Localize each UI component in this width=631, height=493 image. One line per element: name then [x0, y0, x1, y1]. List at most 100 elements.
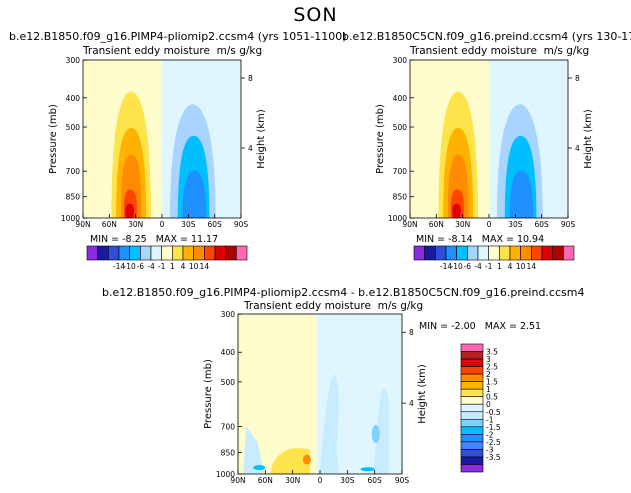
diff-contour-4	[320, 374, 340, 474]
x-tick-label: 30S	[340, 476, 355, 485]
colorbar-3-label: 0	[486, 400, 491, 409]
diff-contour-5	[374, 387, 389, 474]
colorbar-3-box	[460, 449, 484, 458]
x-tick-label: 60S	[368, 476, 383, 485]
colorbar-3-label: 3.5	[486, 348, 498, 357]
colorbar-3-box	[460, 418, 484, 428]
x-tick-label: 0	[160, 220, 165, 229]
page-title: SON	[293, 4, 338, 26]
colorbar-2-box	[531, 245, 543, 261]
y-tick-label: 850	[66, 193, 81, 202]
colorbar-1-label: -1	[158, 262, 166, 271]
panel-1-title: b.e12.B1850.f09_g16.PIMP4-pliomip2.ccsm4…	[9, 30, 347, 43]
x-tick-label: 90N	[402, 220, 417, 229]
colorbar-3-box	[460, 441, 484, 450]
colorbar-2-box	[552, 245, 564, 261]
x-tick-label: 30N	[455, 220, 470, 229]
colorbar-3-box	[460, 358, 484, 367]
y-tick-label: 850	[221, 448, 236, 457]
diff-contour-1	[242, 426, 265, 474]
colorbar-3-box	[460, 403, 484, 413]
x-tick-label: 60S	[208, 220, 223, 229]
y-tick-label: 850	[393, 193, 408, 202]
x-tick-label: 90S	[234, 220, 249, 229]
y-tick-label: 500	[393, 123, 408, 132]
colorbar-1-label: -10	[124, 262, 136, 271]
y-tick-label: 300	[66, 56, 81, 65]
colorbar-2-box	[413, 245, 425, 261]
negative-contour-3	[509, 170, 534, 218]
positive-contour-5	[125, 203, 134, 218]
colorbar-1-label: 4	[181, 262, 186, 271]
y-tick-label: 700	[221, 423, 236, 432]
colorbar-1-box	[161, 245, 173, 261]
colorbar-3-label: -2.5	[486, 438, 501, 447]
colorbar-3-box	[460, 373, 484, 382]
colorbar-2-box	[541, 245, 553, 261]
y2-tick-label: 4	[575, 144, 580, 153]
colorbar-2-box	[499, 245, 511, 261]
colorbar-1-box	[225, 245, 237, 261]
colorbar-1-label: 10	[189, 262, 199, 271]
y-tick-label: 700	[393, 167, 408, 176]
panel-1-subtitle: Transient eddy moisture m/s g/kg	[83, 45, 263, 57]
colorbar-2-box	[477, 245, 489, 261]
panel-2-fills	[410, 60, 568, 218]
panel-3-title: b.e12.B1850.f09_g16.PIMP4-pliomip2.ccsm4…	[102, 286, 585, 299]
y-tick-label: 500	[66, 123, 81, 132]
colorbar-2-label: 4	[508, 262, 513, 271]
colorbar-3-label: -3.5	[486, 453, 501, 462]
panel-2-title: b.e12.B1850C5CN.f09_g16.preind.ccsm4 (yr…	[342, 30, 631, 43]
colorbar-3-label: 3	[486, 355, 491, 364]
y-tick-label: 400	[393, 94, 408, 103]
y-tick-label: 400	[66, 94, 81, 103]
x-tick-label: 30S	[181, 220, 196, 229]
y-axis-label: Pressure (mb)	[375, 104, 386, 174]
x-tick-label: 60N	[429, 220, 444, 229]
colorbar-3-box	[460, 456, 484, 465]
y-axis-label: Pressure (mb)	[48, 104, 59, 174]
colorbar-2-label: -6	[464, 262, 472, 271]
colorbar-2-label: 10	[516, 262, 526, 271]
y-tick-label: 300	[393, 56, 408, 65]
y2-tick-label: 4	[409, 399, 414, 408]
colorbar-2-label: -4	[474, 262, 482, 271]
y-tick-label: 1000	[216, 470, 235, 479]
colorbar-3-label: -1	[486, 415, 494, 424]
colorbar-1-label: -14	[113, 262, 125, 271]
y2-axis-label: Height (km)	[583, 109, 594, 169]
panel-3-subtitle: Transient eddy moisture m/s g/kg	[244, 300, 424, 312]
colorbar-3-label: -1.5	[486, 423, 501, 432]
y-tick-label: 300	[221, 310, 236, 319]
colorbar-2-box	[488, 245, 500, 261]
colorbar-3-label: 2.5	[486, 363, 498, 372]
panel-3-minmax: MIN = -2.00 MAX = 2.51	[419, 321, 542, 332]
colorbar-3-box	[460, 351, 484, 360]
colorbar-3-box	[460, 388, 484, 398]
positive-contour-5	[452, 203, 461, 218]
y-tick-label: 1000	[388, 214, 407, 223]
colorbar-3-box	[460, 381, 484, 390]
panel-1-minmax: MIN = -8.25 MAX = 11.17	[90, 234, 219, 245]
x-tick-label: 60N	[258, 476, 273, 485]
x-tick-label: 90S	[561, 220, 576, 229]
panel-3-fills	[238, 314, 402, 474]
panel-2-minmax: MIN = -8.14 MAX = 10.94	[416, 234, 545, 245]
colorbar-2-box	[509, 245, 521, 261]
colorbar-1-box	[150, 245, 162, 261]
colorbar-1-box	[108, 245, 120, 261]
colorbar-2-label: -1	[485, 262, 493, 271]
colorbar-1-label: 1	[170, 262, 175, 271]
colorbar-1-box	[214, 245, 226, 261]
colorbar-1-label: -6	[137, 262, 145, 271]
x-tick-label: 90N	[230, 476, 245, 485]
colorbar-2-box	[424, 245, 436, 261]
colorbar-2-box	[445, 245, 457, 261]
colorbar-1-label: 14	[200, 262, 210, 271]
colorbar-3-label: 2	[486, 370, 491, 379]
colorbar-3-label: 0.5	[486, 393, 498, 402]
colorbar-3-label: 1.5	[486, 378, 498, 387]
colorbar-3-box	[460, 366, 484, 375]
panel-2-subtitle: Transient eddy moisture m/s g/kg	[410, 45, 590, 57]
x-tick-label: 30N	[285, 476, 300, 485]
